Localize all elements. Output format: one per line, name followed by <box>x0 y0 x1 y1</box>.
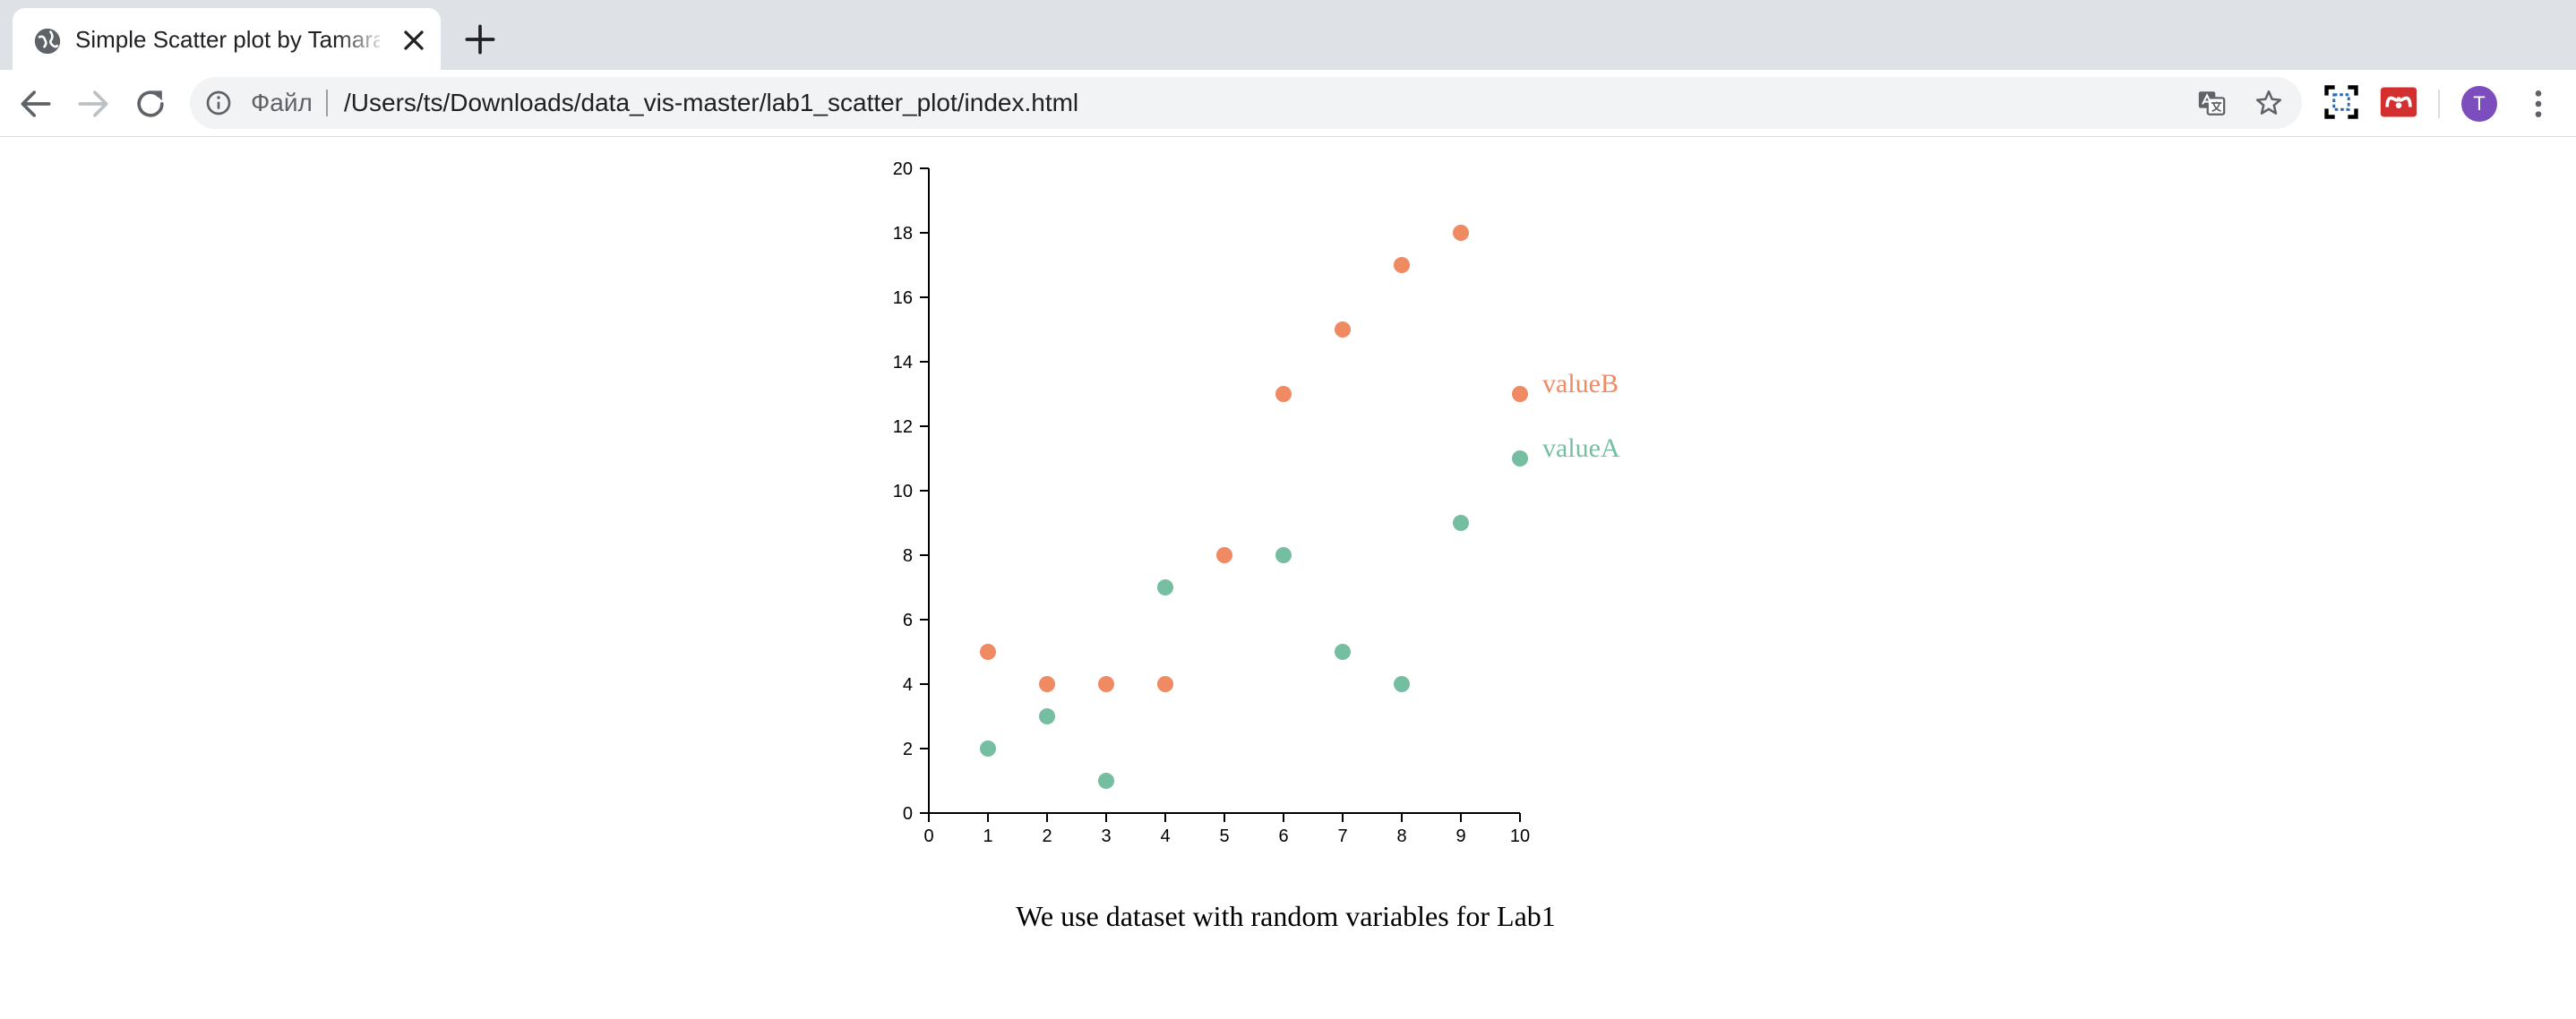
y-tick-label: 8 <box>903 546 913 566</box>
tab-strip: Simple Scatter plot by Tamara Sa <box>0 0 2576 70</box>
data-point-valueA <box>1335 644 1351 660</box>
active-tab[interactable]: Simple Scatter plot by Tamara Sa <box>13 8 441 70</box>
star-icon[interactable] <box>2254 88 2284 118</box>
data-point-valueB <box>1335 321 1351 338</box>
scheme-label: Файл <box>251 89 313 116</box>
data-point-valueB <box>1275 386 1292 402</box>
x-tick-label: 0 <box>923 826 933 846</box>
x-tick-label: 2 <box>1042 826 1052 846</box>
page-caption: We use dataset with random variables for… <box>1016 900 1556 932</box>
plus-icon[interactable] <box>460 20 500 59</box>
globe-icon <box>34 28 61 55</box>
y-tick-label: 18 <box>893 224 913 244</box>
mendeley-extension-icon[interactable] <box>2379 82 2418 122</box>
scatter-chart: 0 1 2 3 4 5 6 7 8 9 1002468101214161820valueBvalue… <box>893 159 1620 846</box>
y-tick-label: 14 <box>893 353 913 372</box>
y-tick-label: 6 <box>903 611 913 630</box>
y-tick-label: 20 <box>893 159 913 179</box>
forward-arrow-icon[interactable] <box>73 84 113 124</box>
address-separator <box>326 90 328 116</box>
data-point-valueA <box>980 741 996 757</box>
info-icon[interactable] <box>204 89 233 117</box>
x-tick-label: 3 <box>1101 826 1111 846</box>
y-tick-label: 0 <box>903 804 913 824</box>
reload-icon[interactable] <box>131 84 170 124</box>
x-tick-label: 10 <box>1510 826 1530 846</box>
data-point-valueA <box>1157 579 1173 595</box>
data-point-valueA <box>1039 708 1055 724</box>
data-point-valueB <box>1394 257 1410 273</box>
tab-title-fade <box>335 19 389 58</box>
data-point-valueB <box>980 644 996 660</box>
x-tick-label: 6 <box>1278 826 1288 846</box>
back-arrow-icon[interactable] <box>16 84 56 124</box>
url-text[interactable]: /Users/ts/Downloads/data_vis-master/lab1… <box>344 89 1079 116</box>
address-bar[interactable]: Файл /Users/ts/Downloads/data_vis-master… <box>190 77 2302 129</box>
y-tick-label: 12 <box>893 417 913 437</box>
profile-avatar[interactable]: T <box>2461 86 2497 122</box>
translate-icon[interactable] <box>2196 88 2227 118</box>
page-content: 0 1 2 3 4 5 6 7 8 9 10 0 2 4 6 8 10 12 14 16 18 20 valueB value… <box>0 137 2576 1019</box>
y-tick-label: 16 <box>893 288 913 308</box>
data-point-valueB <box>1039 676 1055 692</box>
y-tick-label: 4 <box>903 675 913 695</box>
series-label-valueB: valueB <box>1542 369 1619 398</box>
data-point-valueB <box>1098 676 1114 692</box>
x-tick-label: 4 <box>1160 826 1170 846</box>
browser-toolbar: Файл /Users/ts/Downloads/data_vis-master… <box>0 70 2576 137</box>
y-tick-label: 10 <box>893 482 913 501</box>
data-point-valueB <box>1453 225 1469 241</box>
toolbar-separator <box>2438 90 2440 118</box>
data-point-valueB <box>1216 547 1232 563</box>
x-tick-label: 1 <box>983 826 992 846</box>
y-tick-label: 2 <box>903 740 913 759</box>
x-tick-label: 7 <box>1337 826 1347 846</box>
data-point-valueA <box>1512 450 1528 467</box>
close-icon[interactable] <box>398 24 430 56</box>
x-tick-label: 5 <box>1219 826 1229 846</box>
data-point-valueA <box>1275 547 1292 563</box>
data-point-valueA <box>1098 773 1114 789</box>
data-point-valueA <box>1394 676 1410 692</box>
data-point-valueA <box>1453 515 1469 531</box>
x-tick-label: 8 <box>1396 826 1406 846</box>
screenshot-extension-icon[interactable] <box>2322 82 2361 122</box>
data-point-valueB <box>1157 676 1173 692</box>
tab-title: Simple Scatter plot by Tamara Sa <box>75 26 380 53</box>
x-tick-label: 9 <box>1455 826 1465 846</box>
data-point-valueB <box>1512 386 1528 402</box>
series-label-valueA: valueA <box>1542 433 1620 463</box>
more-vert-icon[interactable] <box>2520 84 2556 124</box>
